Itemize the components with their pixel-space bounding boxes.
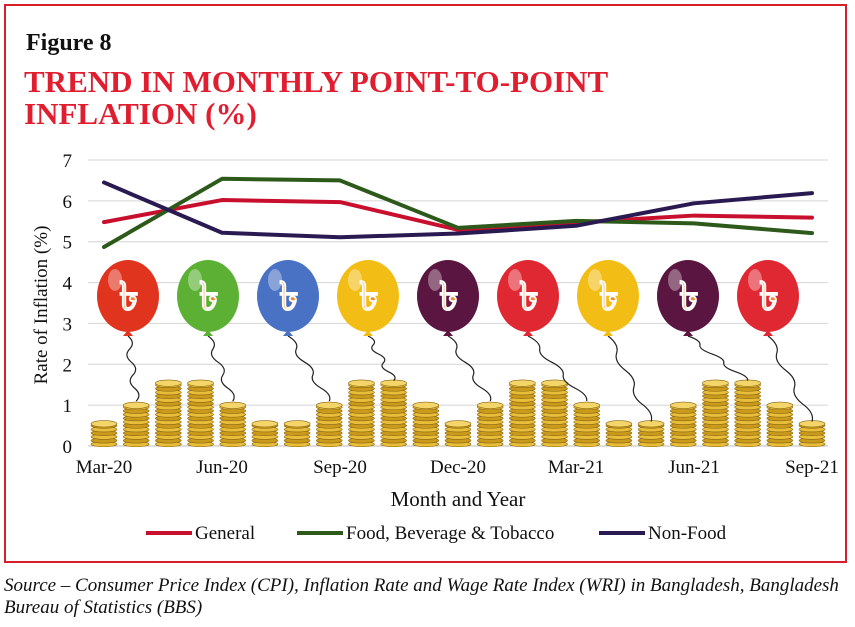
balloon-strings [126,335,814,422]
figure-frame [4,4,847,563]
coin-stack [509,379,536,448]
coin-stack [444,420,472,448]
y-tick-label: 3 [63,314,73,335]
balloon: ৳ [417,260,479,336]
y-tick-label: 2 [63,355,73,376]
coin-stack [798,420,826,448]
coin-stack [541,379,568,448]
coin-stack [412,401,440,448]
balloons: ৳ ৳ ৳ ৳ ৳ ৳ ৳ ৳ ৳ [97,260,799,336]
x-tick-label: Sep-21 [785,457,839,478]
taka-icon: ৳ [599,274,619,320]
x-axis-label: Month and Year [391,487,526,511]
taka-icon: ৳ [679,274,699,320]
coin-stack [315,401,343,448]
y-tick-label: 6 [63,192,73,213]
balloon: ৳ [577,260,639,336]
legend-item: Non-Food [599,523,727,544]
taka-icon: ৳ [359,274,379,320]
x-tick-label: Sep-20 [313,457,367,478]
legend-label: General [195,523,255,544]
balloon-string [767,335,814,422]
coin-stack [90,420,118,448]
y-tick-label: 4 [63,274,73,295]
balloon: ৳ [337,260,399,336]
coin-stack [702,379,729,448]
coin-stack [187,379,214,448]
legend-label: Food, Beverage & Tobacco [346,523,554,544]
taka-icon: ৳ [119,274,139,320]
coin-stack [380,379,407,448]
coin-stacks [90,379,826,448]
coin-stack [766,401,794,448]
balloon: ৳ [737,260,799,336]
balloon: ৳ [97,260,159,336]
coin-stack [155,379,182,448]
x-tick-label: Jun-21 [668,457,720,478]
coin-stack [476,401,504,448]
balloon-string [447,335,492,402]
balloon-string [687,335,749,381]
coin-stack [348,379,375,448]
taka-icon: ৳ [759,274,779,320]
coin-stack [734,379,761,448]
source-note: Source – Consumer Price Index (CPI), Inf… [4,575,839,618]
series-line [102,176,814,250]
figure-label: Figure 8 [26,30,112,56]
coin-stack [251,420,279,448]
legend-label: Non-Food [648,523,727,544]
taka-icon: ৳ [199,274,219,320]
inflation-chart: 0 1 2 3 4 5 6 7 Mar-20 Jun-20 Sep-20 Dec-20 Mar-21 J… [31,151,839,544]
balloon-string [527,335,588,402]
balloon: ৳ [177,260,239,336]
y-tick-label: 7 [63,151,73,172]
balloon-string [367,335,396,382]
series-line [102,180,814,240]
balloon-string [287,335,331,402]
legend-item: General [146,523,255,544]
coin-stack [573,401,601,448]
taka-icon: ৳ [519,274,539,320]
coin-stack [283,420,311,448]
x-tick-label: Dec-20 [430,457,486,478]
taka-icon: ৳ [279,274,299,320]
y-tick-label: 5 [63,233,73,254]
balloon: ৳ [257,260,319,336]
series-line [102,198,814,232]
coin-stack [219,401,247,448]
coin-stack [637,420,665,448]
coin-stack [605,420,633,448]
x-tick-label: Jun-20 [196,457,248,478]
y-axis-label: Rate of Inflation (%) [31,226,52,385]
balloon-string [607,335,653,422]
y-tick-label: 1 [63,396,73,417]
balloon: ৳ [657,260,719,336]
balloon: ৳ [497,260,559,336]
y-axis-ticks: 0 1 2 3 4 5 6 7 [63,151,73,458]
x-tick-label: Mar-20 [76,457,133,478]
x-tick-label: Mar-21 [548,457,605,478]
series-lines [102,176,814,250]
taka-icon: ৳ [439,274,459,320]
chart-title: TREND IN MONTHLY POINT-TO-POINT INFLATIO… [24,64,608,131]
balloon-string [126,335,140,402]
legend: General Food, Beverage & Tobacco Non-Food [146,523,727,544]
coin-stack [669,401,697,448]
y-tick-label: 0 [63,437,73,458]
coin-stack [122,401,150,448]
x-axis-ticks: Mar-20 Jun-20 Sep-20 Dec-20 Mar-21 Jun-21 Sep-… [76,457,839,478]
balloon-string [207,335,235,402]
legend-item: Food, Beverage & Tobacco [297,523,554,544]
